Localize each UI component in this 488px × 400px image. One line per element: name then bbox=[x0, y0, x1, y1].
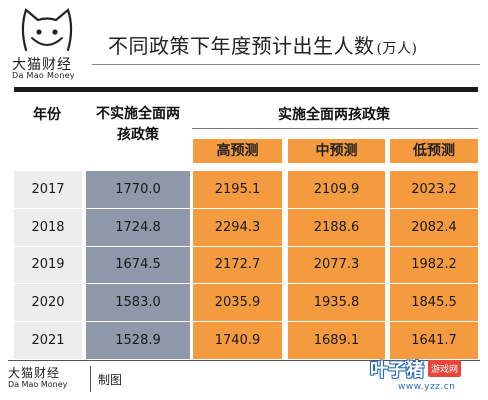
no-policy-cell: 1674.5 bbox=[115, 257, 161, 273]
high-cell: 2172.7 bbox=[214, 257, 261, 273]
mid-cell: 1935.8 bbox=[313, 295, 360, 311]
table-top-rule bbox=[14, 87, 478, 92]
footer-brand-cn: 大猫财经 bbox=[8, 366, 61, 380]
no-policy-cell: 1724.8 bbox=[115, 219, 161, 235]
row-divider bbox=[14, 246, 478, 247]
no-policy-column: 1770.0 1724.8 1674.5 1583.0 1528.9 bbox=[86, 171, 190, 359]
row-divider bbox=[14, 208, 478, 209]
brand-name-en: Da Mao Money bbox=[12, 71, 75, 80]
header-policy: 实施全面两孩政策 bbox=[278, 107, 390, 123]
cat-logo-icon bbox=[21, 8, 73, 52]
page-title: 不同政策下年度预计出生人数 (万人) bbox=[108, 30, 417, 59]
year-column: 2017 2018 2019 2020 2021 bbox=[14, 171, 82, 359]
mid-forecast-column: 2109.9 2188.6 2077.3 1935.8 1689.1 bbox=[288, 171, 385, 359]
year-cell: 2019 bbox=[14, 246, 82, 284]
mid-cell: 2188.6 bbox=[313, 219, 360, 235]
low-cell: 1845.5 bbox=[411, 295, 457, 311]
footer-divider bbox=[90, 366, 91, 392]
brand-name-cn: 大猫财经 bbox=[12, 57, 72, 73]
high-cell: 2195.1 bbox=[214, 182, 261, 198]
mid-cell: 1689.1 bbox=[313, 332, 360, 348]
high-cell: 1740.9 bbox=[214, 332, 261, 348]
title-text: 不同政策下年度预计出生人数 bbox=[108, 34, 375, 58]
title-divider bbox=[92, 64, 480, 65]
year-cell: 2021 bbox=[14, 321, 82, 359]
low-cell: 2023.2 bbox=[411, 182, 457, 198]
header-policy-rule bbox=[192, 128, 478, 129]
mid-cell: 2077.3 bbox=[313, 257, 360, 273]
no-policy-cell: 1583.0 bbox=[115, 295, 161, 311]
watermark: 叶子猪 游戏网 www.yzz.cn bbox=[370, 356, 482, 398]
subheader-low: 低预测 bbox=[390, 139, 478, 163]
title-unit: (万人) bbox=[376, 41, 418, 57]
footer-rule bbox=[8, 360, 480, 361]
high-forecast-column: 2195.1 2294.3 2172.7 2035.9 1740.9 bbox=[193, 171, 282, 359]
watermark-badge: 游戏网 bbox=[428, 360, 462, 377]
watermark-main: 叶子猪 bbox=[370, 360, 424, 381]
watermark-url: www.yzz.cn bbox=[398, 382, 456, 392]
low-forecast-column: 2023.2 2082.4 1982.2 1845.5 1641.7 bbox=[390, 171, 478, 359]
low-cell: 1982.2 bbox=[411, 257, 457, 273]
high-cell: 2294.3 bbox=[214, 219, 261, 235]
low-cell: 2082.4 bbox=[411, 219, 457, 235]
header-no-policy-text: 不实施全面两孩政策 bbox=[96, 106, 180, 143]
year-cell: 2020 bbox=[14, 283, 82, 322]
year-cell: 2018 bbox=[14, 208, 82, 247]
subheader-mid: 中预测 bbox=[288, 139, 385, 163]
no-policy-cell: 1528.9 bbox=[115, 332, 161, 348]
header-year: 年份 bbox=[33, 107, 61, 123]
mid-cell: 2109.9 bbox=[313, 182, 360, 198]
subheader-high: 高预测 bbox=[193, 139, 282, 163]
header-no-policy: 不实施全面两孩政策 bbox=[86, 104, 190, 146]
no-policy-cell: 1770.0 bbox=[115, 182, 161, 198]
brand-logo: 大猫财经 Da Mao Money bbox=[8, 6, 86, 80]
high-cell: 2035.9 bbox=[214, 295, 261, 311]
row-divider bbox=[14, 321, 478, 322]
footer-made-label: 制图 bbox=[98, 373, 123, 387]
year-cell: 2017 bbox=[14, 171, 82, 209]
footer-brand-en: Da Mao Money bbox=[8, 380, 68, 389]
low-cell: 1641.7 bbox=[411, 332, 457, 348]
row-divider bbox=[14, 283, 478, 284]
